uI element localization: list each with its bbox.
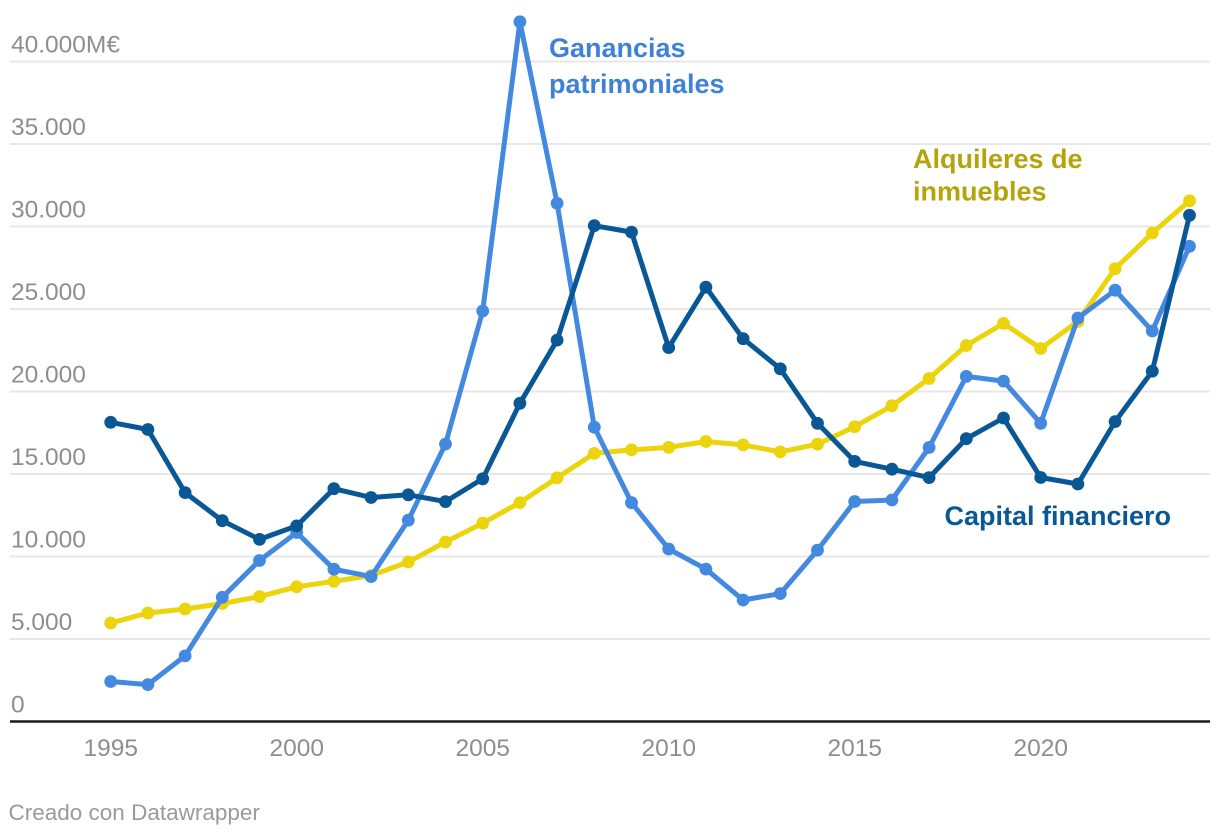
svg-text:patrimoniales: patrimoniales [549, 69, 725, 99]
svg-text:2020: 2020 [1013, 735, 1068, 762]
svg-text:Alquileres de: Alquileres de [913, 144, 1083, 174]
svg-text:2015: 2015 [827, 735, 882, 762]
svg-text:40.000M€: 40.000M€ [11, 32, 120, 59]
svg-text:Creado con Datawrapper: Creado con Datawrapper [9, 800, 261, 825]
svg-text:5.000: 5.000 [11, 609, 72, 636]
svg-text:1995: 1995 [83, 735, 138, 762]
svg-text:inmuebles: inmuebles [913, 177, 1047, 207]
svg-text:15.000: 15.000 [11, 444, 86, 471]
svg-text:10.000: 10.000 [11, 527, 86, 554]
svg-text:25.000: 25.000 [11, 279, 86, 306]
svg-text:Ganancias: Ganancias [549, 33, 686, 63]
svg-text:Capital financiero: Capital financiero [945, 501, 1172, 531]
svg-text:30.000: 30.000 [11, 197, 86, 224]
svg-text:2005: 2005 [455, 735, 510, 762]
svg-text:2000: 2000 [269, 735, 324, 762]
svg-text:0: 0 [11, 692, 25, 719]
svg-text:35.000: 35.000 [11, 114, 86, 141]
svg-text:2010: 2010 [641, 735, 696, 762]
svg-text:20.000: 20.000 [11, 362, 86, 389]
